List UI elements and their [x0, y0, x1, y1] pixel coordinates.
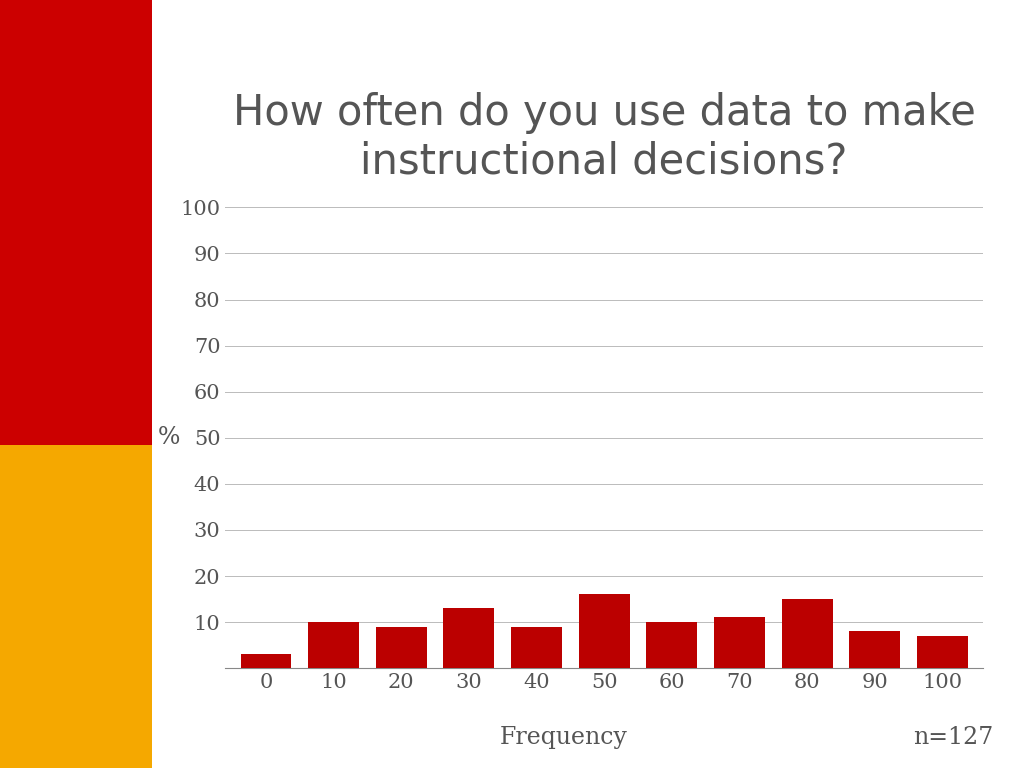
Bar: [918, 636, 968, 668]
Y-axis label: %: %: [158, 426, 180, 449]
Bar: [376, 627, 427, 668]
Bar: [308, 622, 358, 668]
Bar: [241, 654, 291, 668]
Bar: [781, 599, 833, 668]
Bar: [850, 631, 900, 668]
Bar: [579, 594, 630, 668]
Bar: [646, 622, 697, 668]
Text: How often do you use data to make
instructional decisions?: How often do you use data to make instru…: [232, 92, 976, 183]
Bar: [511, 627, 562, 668]
Bar: [443, 608, 495, 668]
Bar: [714, 617, 765, 668]
Text: n=127: n=127: [913, 726, 993, 749]
Text: Frequency: Frequency: [500, 726, 627, 749]
